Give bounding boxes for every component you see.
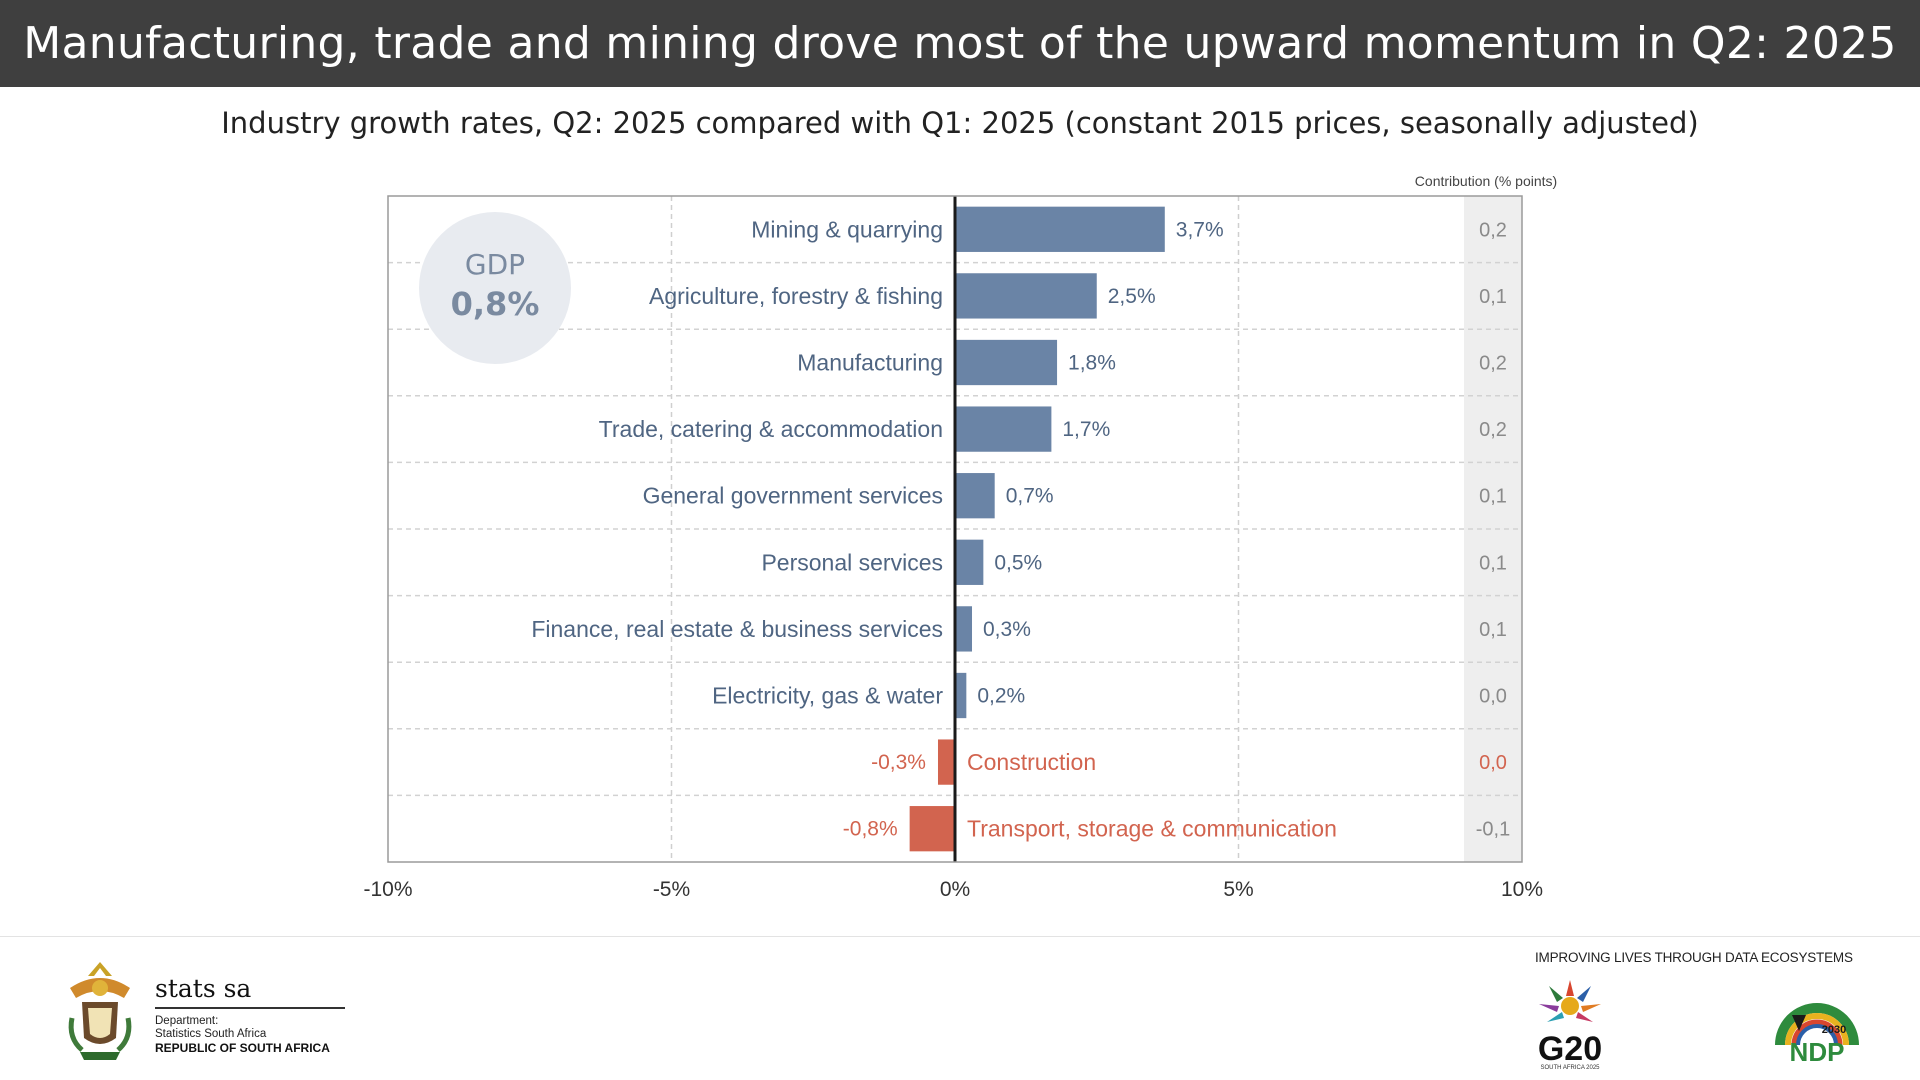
growth-chart: Contribution (% points) Mining & quarryi… [363,173,1557,901]
bar [955,606,973,652]
bars [909,206,1165,852]
x-axis-ticks: -10% -5% 0% 5% 10% [363,878,1543,901]
category-label: Manufacturing [797,350,943,376]
footer-tagline: IMPROVING LIVES THROUGH DATA ECOSYSTEMS [1535,950,1853,965]
category-label: General government services [643,483,943,509]
value-label: 2,5% [1108,285,1156,308]
dept-line-1: Department: [155,1015,219,1027]
bar [955,406,1052,452]
category-label: Trade, catering & accommodation [599,416,943,442]
value-label: -0,8% [843,818,898,841]
category-label: Transport, storage & communication [967,816,1337,842]
dept-line-2: Statistics South Africa [155,1028,267,1040]
bar [955,206,1165,252]
chart-subtitle: Industry growth rates, Q2: 2025 compared… [221,106,1699,140]
bar [955,273,1097,319]
gdp-label: GDP [465,248,525,281]
value-label: 0,7% [1006,485,1054,508]
value-label: 0,3% [983,618,1031,641]
g20-logo: G20 SOUTH AFRICA 2025 [1530,978,1610,1071]
coat-of-arms-logo [60,958,140,1068]
contribution-value: -0,1 [1476,819,1510,841]
page-title: Manufacturing, trade and mining drove mo… [0,0,1920,87]
category-label: Mining & quarrying [751,216,943,242]
contribution-value: 0,2 [1479,219,1507,241]
dept-line-3: REPUBLIC OF SOUTH AFRICA [155,1041,330,1055]
x-tick-label: 10% [1501,878,1543,901]
stats-sa-rule [155,1007,345,1009]
bar [955,539,984,585]
ndp-label: NDP [1790,1037,1845,1065]
plot-frame [387,195,1523,863]
category-label: Agriculture, forestry & fishing [649,283,943,309]
bar [955,473,995,519]
g20-sub: SOUTH AFRICA 2025 [1540,1065,1600,1071]
bar [937,739,955,785]
value-label: -0,3% [871,751,926,774]
labels: Mining & quarrying 3,7% 0,2 Agriculture, fo… [531,216,1510,841]
ndp-logo: 2030 NDP [1772,985,1862,1070]
footer-divider [0,936,1920,937]
value-label: 1,7% [1062,418,1110,441]
contribution-value: 0,0 [1479,752,1507,774]
bar [955,339,1058,386]
contribution-column [1464,196,1522,862]
x-tick-label: -5% [653,878,690,901]
category-label: Construction [967,749,1096,775]
contribution-value: 0,1 [1479,486,1507,508]
x-tick-label: -10% [363,878,412,901]
gdp-badge: GDP 0,8% [419,212,571,364]
value-label: 1,8% [1068,352,1116,375]
contribution-value: 0,0 [1479,686,1507,708]
g20-flower-icon [1539,980,1601,1022]
x-tick-label: 5% [1223,878,1253,901]
stats-sa-name: stats sa [155,974,252,1003]
bar [955,672,967,719]
ndp-year: 2030 [1822,1024,1846,1036]
category-label: Electricity, gas & water [712,683,943,709]
category-label: Personal services [761,549,943,575]
bar [909,806,955,852]
contribution-value: 0,1 [1479,552,1507,574]
stats-sa-brand: stats sa Department: Statistics South Af… [155,974,345,1055]
value-label: 0,2% [977,685,1025,708]
contribution-value: 0,2 [1479,419,1507,441]
value-label: 3,7% [1176,218,1224,241]
x-tick-label: 0% [940,878,970,901]
category-label: Finance, real estate & business services [531,616,943,642]
contribution-header: Contribution (% points) [1415,173,1557,189]
contribution-value: 0,1 [1479,286,1507,308]
contribution-value: 0,2 [1479,353,1507,375]
gdp-value: 0,8% [451,285,540,323]
contribution-value: 0,1 [1479,619,1507,641]
value-label: 0,5% [994,551,1042,574]
gdp-circle [419,212,571,364]
g20-label: G20 [1537,1030,1603,1068]
